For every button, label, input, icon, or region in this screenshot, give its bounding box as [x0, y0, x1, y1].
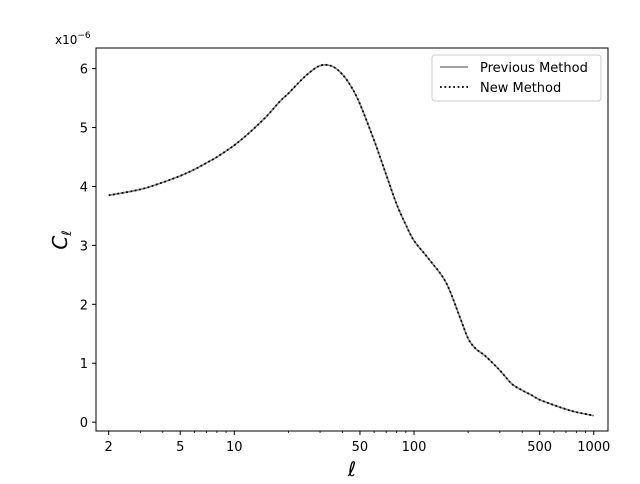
y-axis-label: Cℓ	[48, 230, 75, 249]
legend-label-previous-method: Previous Method	[480, 61, 588, 76]
y-axis-label-subscript: ℓ	[60, 230, 75, 236]
legend-frame	[431, 54, 602, 102]
x-tick-label: 100	[402, 440, 427, 455]
y-axis-ticks: 0 1 2 3 4 5 6	[80, 63, 96, 431]
y-tick-label: 5	[80, 122, 88, 137]
y-axis-multiplier-base: x10	[55, 33, 77, 47]
y-tick-label: 2	[80, 298, 88, 313]
y-tick-label: 6	[80, 63, 88, 78]
x-tick-label: 2	[105, 440, 113, 455]
series-line-previous-method	[108, 63, 594, 417]
x-axis-ticks: 2 5 10 50 100 500 1000	[105, 431, 610, 455]
y-tick-label: 4	[80, 180, 88, 195]
y-axis-multiplier-exponent: −6	[77, 31, 91, 41]
y-axis-label-group: Cℓ	[48, 230, 75, 249]
plot-frame	[95, 47, 609, 432]
y-tick-label: 1	[80, 357, 88, 372]
series-layer	[108, 63, 594, 417]
x-tick-label: 1000	[577, 440, 610, 455]
y-tick-label: 0	[80, 416, 88, 431]
x-tick-label: 10	[226, 440, 243, 455]
x-tick-label: 50	[352, 440, 369, 455]
y-tick-label: 3	[80, 239, 88, 254]
legend-label-new-method: New Method	[480, 81, 561, 96]
y-axis-multiplier: x10−6	[55, 31, 91, 47]
y-axis-label-main: C	[48, 236, 72, 250]
plot-area-background	[96, 48, 608, 431]
x-axis-label: ℓ	[347, 457, 356, 480]
x-tick-label: 5	[176, 440, 184, 455]
x-tick-label: 500	[527, 440, 552, 455]
legend: Previous Method New Method	[431, 54, 602, 102]
